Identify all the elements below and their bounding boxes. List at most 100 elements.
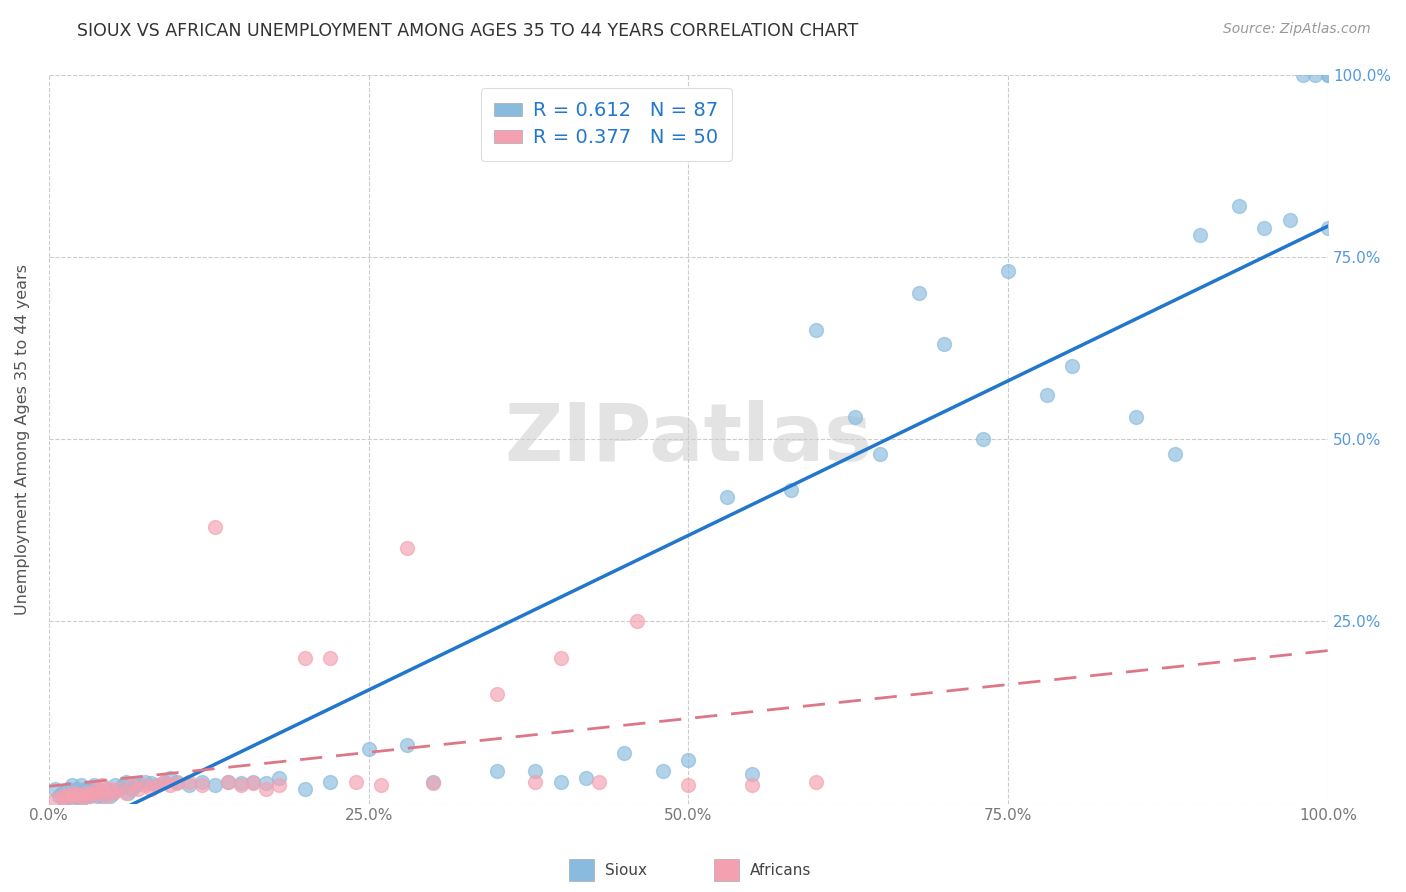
Point: [153, 774, 176, 789]
Point: [741, 767, 763, 781]
Point: [1253, 220, 1275, 235]
Point: [550, 650, 572, 665]
Point: [51, 786, 73, 800]
Point: [101, 786, 124, 800]
Point: [741, 778, 763, 792]
Point: [66, 788, 89, 802]
Point: [125, 778, 148, 792]
Point: [73, 782, 96, 797]
Point: [96, 789, 118, 804]
Point: [146, 778, 169, 792]
Point: [267, 778, 290, 792]
Point: [60, 778, 83, 792]
Point: [91, 789, 114, 804]
Point: [69, 778, 91, 792]
Point: [626, 615, 648, 629]
Point: [69, 786, 91, 800]
Point: [344, 774, 367, 789]
Point: [191, 778, 214, 792]
Point: [678, 753, 700, 767]
Point: [83, 778, 105, 792]
Point: [357, 742, 380, 756]
Point: [806, 774, 828, 789]
Point: [523, 774, 546, 789]
Point: [86, 789, 108, 804]
Point: [76, 789, 98, 804]
Point: [1278, 213, 1301, 227]
Point: [60, 789, 83, 804]
Point: [63, 793, 86, 807]
Point: [101, 786, 124, 800]
Point: [229, 778, 252, 792]
Point: [44, 793, 66, 807]
Point: [716, 491, 738, 505]
Point: [485, 687, 508, 701]
Point: [1189, 227, 1212, 242]
Point: [134, 778, 156, 792]
Point: [117, 786, 139, 800]
Point: [319, 774, 342, 789]
Point: [1317, 220, 1340, 235]
Point: [98, 782, 121, 797]
Point: [972, 432, 994, 446]
Point: [96, 782, 118, 797]
Point: [997, 264, 1019, 278]
Point: [550, 774, 572, 789]
Point: [166, 776, 188, 790]
Text: Sioux: Sioux: [606, 863, 648, 878]
Point: [1062, 359, 1084, 373]
Point: [51, 789, 73, 804]
Point: [66, 782, 89, 797]
Point: [139, 782, 162, 797]
Point: [779, 483, 801, 497]
Point: [104, 778, 127, 792]
Point: [485, 764, 508, 778]
Point: [422, 776, 444, 790]
Point: [86, 782, 108, 797]
Point: [76, 782, 98, 797]
Point: [267, 771, 290, 785]
Text: Africans: Africans: [751, 863, 811, 878]
Point: [127, 782, 149, 797]
Point: [242, 776, 264, 790]
Point: [114, 786, 136, 800]
Point: [1227, 199, 1250, 213]
Point: [44, 782, 66, 797]
Point: [395, 541, 418, 556]
Point: [53, 790, 76, 805]
Point: [79, 782, 101, 797]
Point: [588, 774, 610, 789]
Point: [844, 410, 866, 425]
Point: [869, 447, 891, 461]
Point: [89, 786, 111, 800]
Point: [63, 786, 86, 800]
Point: [146, 778, 169, 792]
Point: [1291, 68, 1313, 82]
Point: [1035, 388, 1057, 402]
Point: [73, 789, 96, 804]
Point: [76, 789, 98, 804]
Point: [89, 786, 111, 800]
Point: [159, 771, 181, 785]
Point: [56, 788, 79, 802]
Point: [127, 776, 149, 790]
Point: [242, 774, 264, 789]
Point: [79, 786, 101, 800]
Point: [229, 776, 252, 790]
Point: [651, 764, 673, 778]
Point: [254, 776, 277, 790]
Point: [121, 778, 143, 792]
Point: [60, 789, 83, 804]
Point: [79, 789, 101, 804]
Point: [204, 519, 226, 533]
Point: [370, 778, 392, 792]
Point: [179, 774, 201, 789]
Point: [166, 774, 188, 789]
Point: [153, 774, 176, 789]
Point: [1317, 68, 1340, 82]
Point: [217, 774, 239, 789]
Point: [66, 789, 89, 804]
Point: [56, 789, 79, 804]
Point: [108, 782, 131, 797]
Point: [69, 790, 91, 805]
